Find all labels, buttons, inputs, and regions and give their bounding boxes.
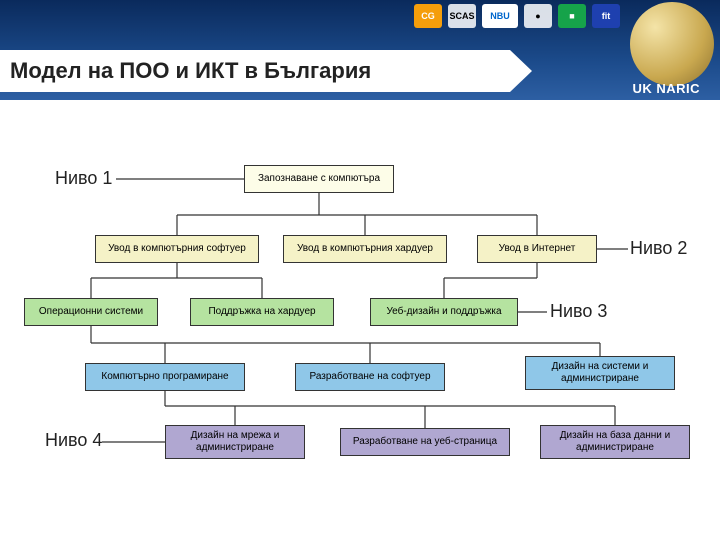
logo-shield1: ●	[524, 4, 552, 28]
partner-logos: CG SCAS NBU ● ■ fit	[414, 4, 620, 28]
logo-fit: fit	[592, 4, 620, 28]
level-label-l2: Ниво 2	[630, 238, 687, 259]
node-n3b: Поддръжка на хардуер	[190, 298, 334, 326]
node-n3c: Уеб-дизайн и поддръжка	[370, 298, 518, 326]
logo-cg: CG	[414, 4, 442, 28]
diagram-canvas: Запознаване с компютъра Увод в компютърни…	[0, 100, 720, 540]
level-label-l4: Ниво 4	[45, 430, 102, 451]
node-n5c: Дизайн на база данни и администриране	[540, 425, 690, 459]
page-title: Модел на ПОО и ИКТ в България	[10, 58, 371, 84]
node-n4a: Компютърно програмиране	[85, 363, 245, 391]
title-bar: Модел на ПОО и ИКТ в България	[0, 50, 510, 92]
globe-icon	[630, 2, 714, 86]
node-n3a: Операционни системи	[24, 298, 158, 326]
level-label-l1: Ниво 1	[55, 168, 112, 189]
node-n5b: Разработване на уеб-страница	[340, 428, 510, 456]
node-n1: Запознаване с компютъра	[244, 165, 394, 193]
node-n2b: Увод в компютърния хардуер	[283, 235, 447, 263]
node-n4c: Дизайн на системи и администриране	[525, 356, 675, 390]
logo-shield2: ■	[558, 4, 586, 28]
logo-scas: SCAS	[448, 4, 476, 28]
node-n2a: Увод в компютърния софтуер	[95, 235, 259, 263]
header-banner: CG SCAS NBU ● ■ fit UK NARIC Модел на ПО…	[0, 0, 720, 100]
brand-label: UK NARIC	[632, 81, 700, 96]
node-n4b: Разработване на софтуер	[295, 363, 445, 391]
node-n5a: Дизайн на мрежа и администриране	[165, 425, 305, 459]
node-n2c: Увод в Интернет	[477, 235, 597, 263]
logo-nbu: NBU	[482, 4, 518, 28]
level-label-l3: Ниво 3	[550, 301, 607, 322]
